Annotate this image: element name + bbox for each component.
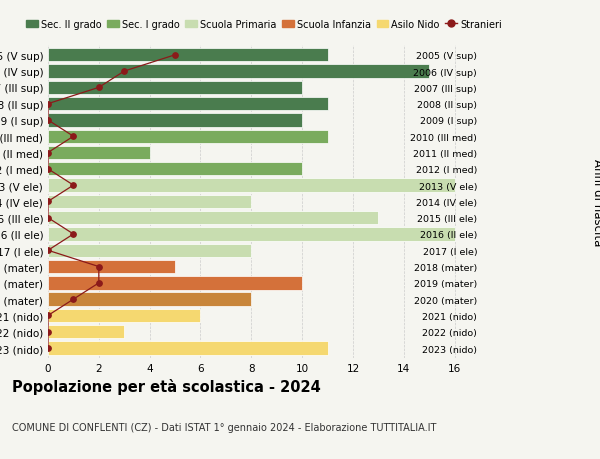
Point xyxy=(43,247,53,254)
Point xyxy=(43,101,53,108)
Point xyxy=(170,52,180,59)
Bar xyxy=(48,130,328,144)
Bar xyxy=(48,260,175,274)
Bar xyxy=(48,82,302,95)
Bar xyxy=(48,212,379,225)
Point xyxy=(43,345,53,352)
Point xyxy=(68,231,78,238)
Bar xyxy=(48,49,328,62)
Point xyxy=(43,214,53,222)
Bar xyxy=(48,309,200,322)
Bar xyxy=(48,228,455,241)
Point xyxy=(94,280,104,287)
Bar xyxy=(48,341,328,355)
Text: Anni di nascita: Anni di nascita xyxy=(590,158,600,246)
Point xyxy=(43,166,53,173)
Bar xyxy=(48,179,455,192)
Bar xyxy=(48,146,149,160)
Bar xyxy=(48,277,302,290)
Point xyxy=(68,182,78,190)
Point xyxy=(68,296,78,303)
Point xyxy=(94,263,104,271)
Bar xyxy=(48,98,328,111)
Bar xyxy=(48,65,429,78)
Point xyxy=(43,198,53,206)
Bar xyxy=(48,293,251,306)
Point xyxy=(68,133,78,140)
Point xyxy=(43,117,53,124)
Bar xyxy=(48,325,124,339)
Point xyxy=(94,84,104,92)
Text: Popolazione per età scolastica - 2024: Popolazione per età scolastica - 2024 xyxy=(12,379,321,395)
Text: COMUNE DI CONFLENTI (CZ) - Dati ISTAT 1° gennaio 2024 - Elaborazione TUTTITALIA.: COMUNE DI CONFLENTI (CZ) - Dati ISTAT 1°… xyxy=(12,422,436,432)
Legend: Sec. II grado, Sec. I grado, Scuola Primaria, Scuola Infanzia, Asilo Nido, Stran: Sec. II grado, Sec. I grado, Scuola Prim… xyxy=(26,20,502,29)
Bar xyxy=(48,163,302,176)
Point xyxy=(43,312,53,319)
Bar xyxy=(48,244,251,257)
Bar xyxy=(48,114,302,127)
Point xyxy=(43,150,53,157)
Bar xyxy=(48,195,251,209)
Point xyxy=(119,68,129,76)
Point xyxy=(43,328,53,336)
